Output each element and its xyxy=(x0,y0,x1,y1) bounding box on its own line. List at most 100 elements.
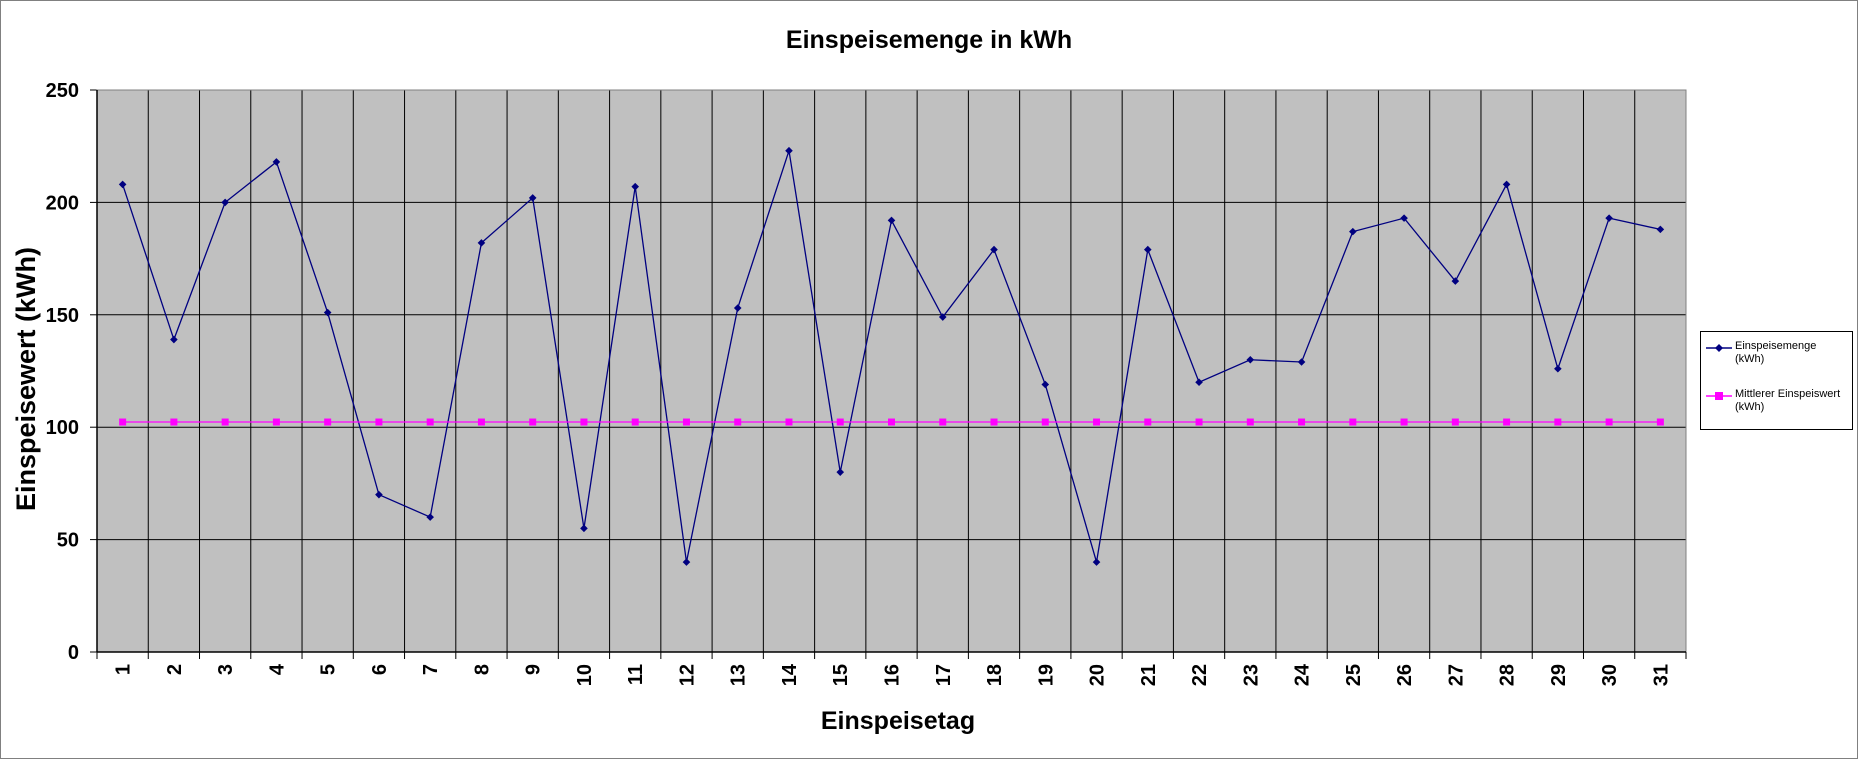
data-point-einspeisemenge xyxy=(938,313,947,321)
data-point-mittlerer-einspeiswert xyxy=(1195,418,1203,426)
data-point-einspeisemenge xyxy=(323,308,332,317)
data-point-einspeisemenge xyxy=(1195,378,1203,387)
data-point-mittlerer-einspeiswert xyxy=(1554,418,1562,426)
data-point-einspeisemenge xyxy=(887,216,896,225)
x-tick-label: 10 xyxy=(574,664,596,686)
x-tick-label: 16 xyxy=(882,664,904,686)
x-tick-label: 15 xyxy=(830,664,852,686)
x-tick-label: 12 xyxy=(676,664,698,686)
data-point-einspeisemenge xyxy=(528,194,537,202)
data-point-mittlerer-einspeiswert xyxy=(272,418,280,426)
data-point-mittlerer-einspeiswert xyxy=(477,418,485,426)
x-tick-label: 11 xyxy=(625,664,647,685)
x-tick-label: 27 xyxy=(1445,664,1467,686)
data-point-mittlerer-einspeiswert xyxy=(682,418,690,426)
data-point-mittlerer-einspeiswert xyxy=(221,418,229,426)
x-tick-label: 29 xyxy=(1548,664,1570,686)
x-tick-label: 28 xyxy=(1497,664,1519,686)
legend-swatch-einspeisemenge xyxy=(1706,344,1732,352)
data-point-einspeisemenge xyxy=(733,304,742,312)
data-point-einspeisemenge xyxy=(631,182,640,191)
data-point-mittlerer-einspeiswert xyxy=(119,418,127,426)
y-tick-label: 200 xyxy=(46,192,79,214)
x-tick-label: 9 xyxy=(523,664,545,675)
plot-background xyxy=(97,90,1686,652)
x-tick-label: 20 xyxy=(1087,664,1109,686)
x-tick-label: 24 xyxy=(1292,663,1314,686)
data-point-mittlerer-einspeiswert xyxy=(375,418,383,426)
x-tick-label: 21 xyxy=(1138,664,1160,686)
data-point-einspeisemenge xyxy=(1451,277,1460,285)
data-point-einspeisemenge xyxy=(990,245,998,254)
x-tick-label: 5 xyxy=(318,664,340,675)
data-point-mittlerer-einspeiswert xyxy=(1093,418,1101,426)
x-tick-label: 22 xyxy=(1189,664,1211,686)
data-point-einspeisemenge xyxy=(170,335,178,344)
data-point-einspeisemenge xyxy=(836,468,845,476)
x-tick-label: 8 xyxy=(471,664,493,675)
data-point-einspeisemenge xyxy=(272,158,281,166)
x-tick-label: 3 xyxy=(215,664,237,675)
data-point-einspeisemenge xyxy=(426,513,434,521)
data-point-mittlerer-einspeiswert xyxy=(1451,418,1459,426)
data-point-mittlerer-einspeiswert xyxy=(1656,418,1664,426)
y-tick-label: 50 xyxy=(57,530,79,552)
x-tick-label: 2 xyxy=(164,664,186,675)
data-point-mittlerer-einspeiswert xyxy=(324,418,332,426)
legend-label-einspeisemenge: Einspeisemenge (kWh) xyxy=(1735,340,1853,366)
data-point-mittlerer-einspeiswert xyxy=(990,418,998,426)
data-point-einspeisemenge xyxy=(1502,180,1511,189)
data-point-mittlerer-einspeiswert xyxy=(426,418,434,426)
x-tick-label: 23 xyxy=(1240,664,1262,686)
data-point-einspeisemenge xyxy=(682,558,691,566)
data-point-einspeisemenge xyxy=(1246,355,1255,364)
chart-title: Einspeisemenge in kWh xyxy=(786,26,1072,54)
x-tick-label: 30 xyxy=(1599,664,1621,686)
data-point-einspeisemenge xyxy=(1656,225,1665,234)
data-point-mittlerer-einspeiswert xyxy=(1503,418,1511,426)
data-point-einspeisemenge xyxy=(1143,245,1152,254)
data-point-mittlerer-einspeiswert xyxy=(1144,418,1152,426)
data-point-einspeisemenge xyxy=(785,146,793,155)
y-tick-label: 0 xyxy=(68,642,79,664)
data-point-mittlerer-einspeiswert xyxy=(836,418,844,426)
data-point-mittlerer-einspeiswert xyxy=(631,418,639,426)
x-tick-label: 31 xyxy=(1650,664,1672,686)
legend-label-line2: (kWh) xyxy=(1735,401,1765,413)
data-point-einspeisemenge xyxy=(1400,214,1408,222)
data-point-einspeisemenge xyxy=(580,524,588,533)
data-point-einspeisemenge xyxy=(375,490,383,499)
x-tick-label: 13 xyxy=(728,664,750,686)
x-tick-label: 18 xyxy=(984,664,1006,686)
legend-label-line1: Einspeisemenge xyxy=(1735,340,1817,352)
data-point-mittlerer-einspeiswert xyxy=(580,418,588,426)
data-point-mittlerer-einspeiswert xyxy=(785,418,793,426)
data-point-einspeisemenge xyxy=(1554,364,1562,373)
data-point-einspeisemenge xyxy=(118,180,127,189)
data-point-einspeisemenge xyxy=(1349,227,1357,236)
x-tick-label: 25 xyxy=(1343,664,1365,686)
x-tick-label: 26 xyxy=(1394,664,1416,686)
legend-swatch-mittlerer-einspeiswert xyxy=(1706,392,1732,400)
data-point-mittlerer-einspeiswert xyxy=(529,418,537,426)
data-point-einspeisemenge xyxy=(477,239,486,247)
y-tick-label: 250 xyxy=(46,80,79,102)
data-point-mittlerer-einspeiswert xyxy=(1298,418,1306,426)
data-point-mittlerer-einspeiswert xyxy=(1041,418,1049,426)
x-tick-label: 4 xyxy=(266,663,288,675)
x-tick-label: 14 xyxy=(779,663,801,686)
y-axis-label: Einspeisewert (kWh) xyxy=(11,247,41,511)
x-tick-label: 7 xyxy=(420,664,442,675)
data-point-mittlerer-einspeiswert xyxy=(1605,418,1613,426)
data-point-einspeisemenge xyxy=(221,198,229,207)
legend-label-line2: (kWh) xyxy=(1735,353,1765,365)
x-tick-label: 6 xyxy=(369,664,391,675)
x-tick-label: 19 xyxy=(1035,664,1057,686)
legend-label-mittlerer-einspeiswert: Mittlerer Einspeiswert (kWh) xyxy=(1735,388,1853,414)
data-point-mittlerer-einspeiswert xyxy=(170,418,178,426)
data-point-einspeisemenge xyxy=(1041,380,1050,389)
data-point-mittlerer-einspeiswert xyxy=(734,418,742,426)
